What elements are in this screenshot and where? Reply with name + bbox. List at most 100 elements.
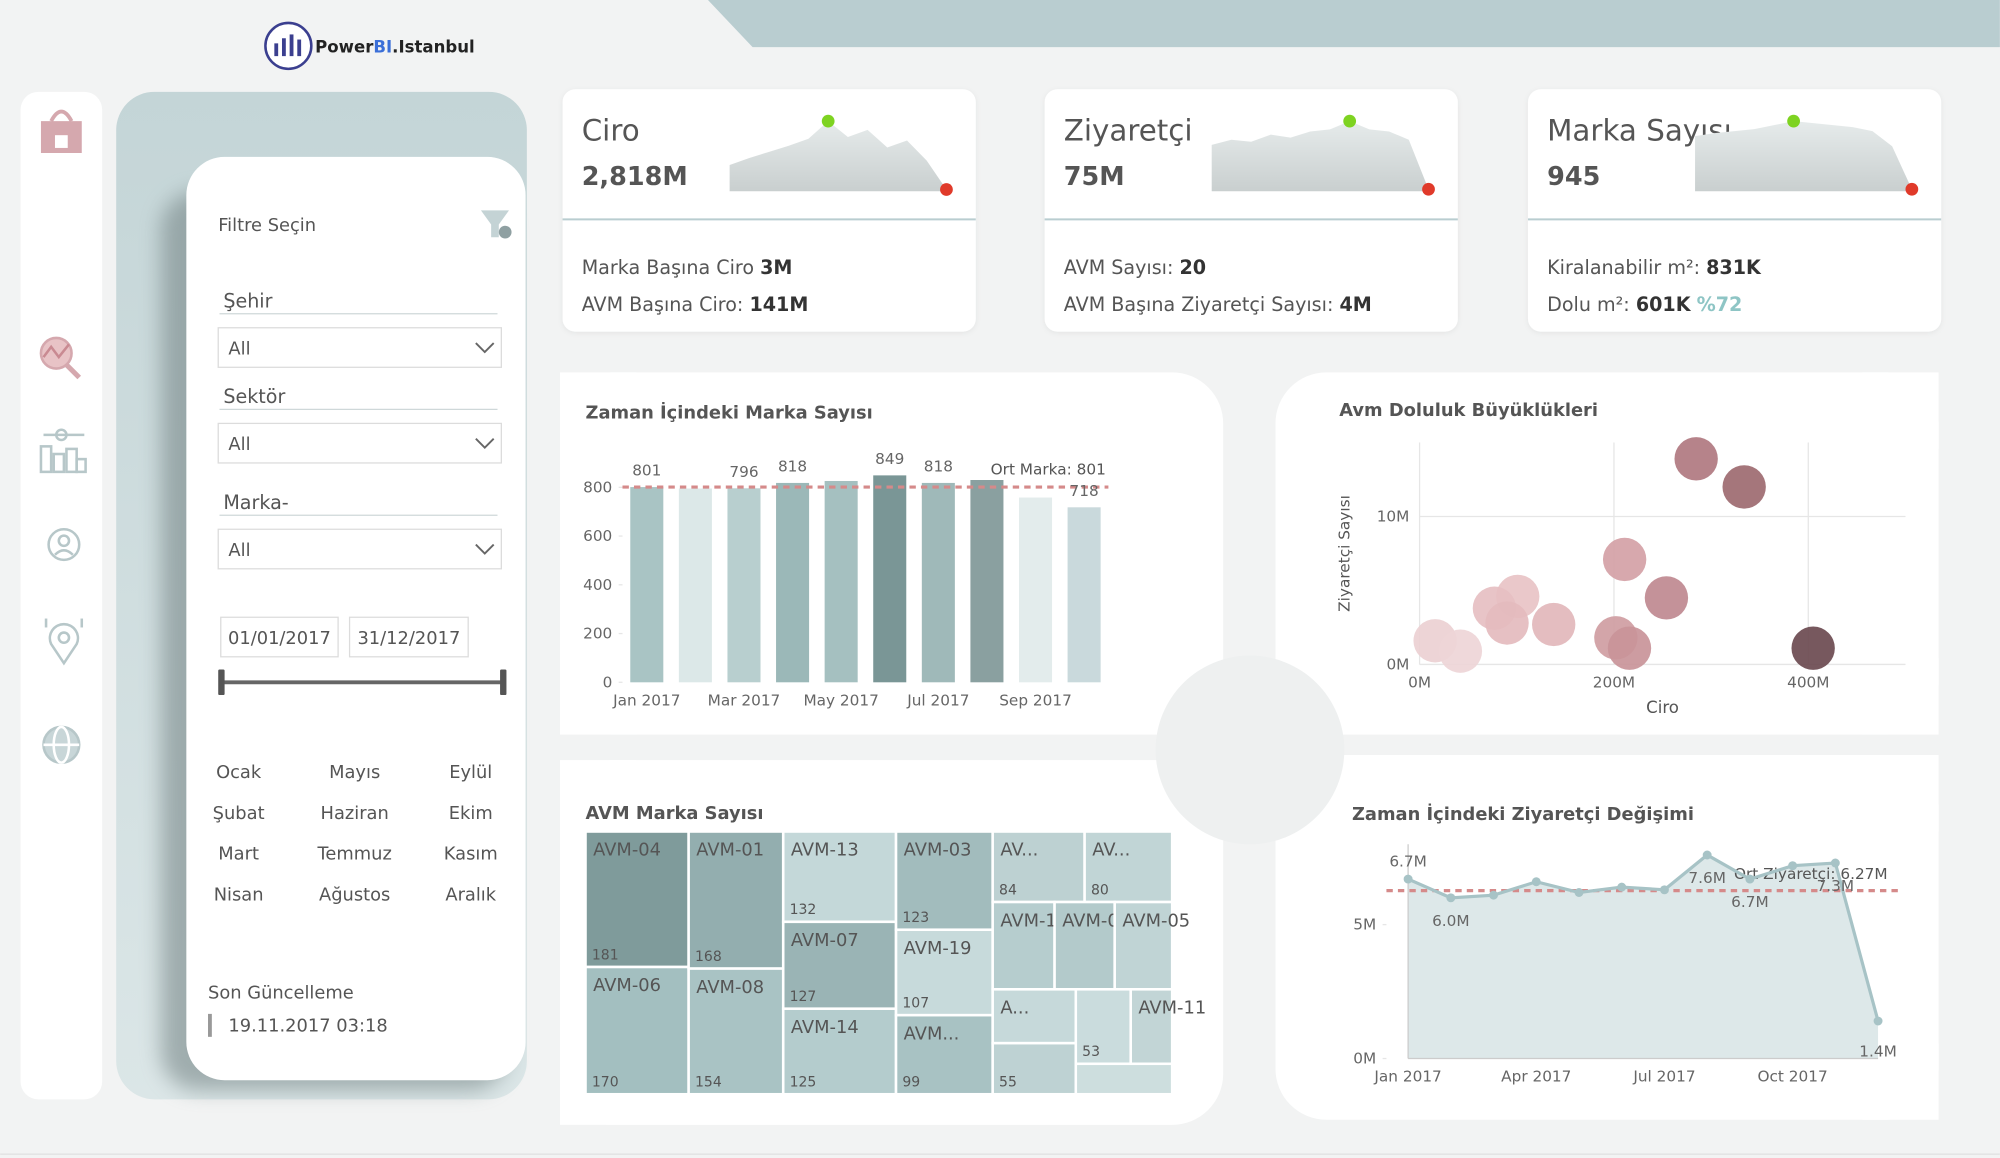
treemap-value: 132 (790, 902, 817, 918)
date-input[interactable]: 31/12/2017 (348, 616, 469, 658)
bar (1067, 507, 1101, 683)
panel-corner (1862, 658, 1939, 735)
y-tick-label: 600 (583, 527, 612, 545)
treemap-label: AVM-19 (904, 938, 972, 959)
y-tick-label: 0M (1353, 1050, 1376, 1068)
logo-bar (297, 39, 302, 57)
x-axis-title: Ciro (1646, 698, 1679, 717)
month-option[interactable]: Mayıs (329, 762, 380, 783)
treemap-tile (584, 830, 690, 969)
data-label: 7.3M (1817, 877, 1855, 895)
kpi-detail-label: Dolu m²: (1547, 293, 1630, 316)
nav-icon-people[interactable] (47, 527, 81, 562)
scatter-point (1674, 437, 1718, 481)
month-option[interactable]: Şubat (213, 803, 265, 824)
month-option[interactable]: Temmuz (317, 844, 392, 865)
filter-panel: Filtre Seçin Son Güncelleme 19.11.2017 0… (116, 91, 527, 1100)
month-option[interactable]: Aralık (445, 884, 496, 905)
y-tick-label: 200 (583, 625, 612, 643)
sparkline-last (1905, 182, 1919, 196)
chart-title: Zaman İçindeki Marka Sayısı (586, 401, 873, 423)
month-option[interactable]: Kasım (444, 844, 498, 865)
treemap-label: AVM-11 (1138, 998, 1206, 1019)
clear-filter-icon[interactable] (480, 210, 512, 239)
sparkline-high (821, 114, 835, 128)
date-input[interactable]: 01/01/2017 (220, 616, 339, 658)
dropdown[interactable]: All (217, 327, 502, 368)
scatter-point (1722, 465, 1766, 509)
dropdown-chevron (475, 543, 495, 555)
treemap-label: AVM-04 (593, 840, 661, 861)
nav-icon-globe[interactable] (42, 725, 81, 764)
panel-corner (1862, 754, 1939, 832)
nav-icon-buildings[interactable] (39, 428, 87, 474)
icon-shape (480, 210, 509, 238)
x-tick-label: Sep 2017 (999, 691, 1072, 709)
panel-corner (560, 760, 637, 837)
filter-title: Filtre Seçin (218, 215, 316, 236)
dropdown[interactable]: All (217, 528, 502, 570)
x-tick-label: Oct 2017 (1757, 1067, 1827, 1085)
kpi-detail: Dolu m²: 601K %72 (1547, 293, 1742, 316)
treemap-value: 53 (1082, 1044, 1100, 1060)
kpi-detail-extra: %72 (1697, 293, 1743, 316)
month-option[interactable]: Mart (218, 844, 259, 865)
nav-icon-location[interactable] (44, 618, 84, 666)
x-tick-label: 200M (1593, 673, 1635, 691)
dropdown-value: All (228, 434, 250, 455)
nav-icon-analysis[interactable] (39, 336, 82, 380)
y-axis-title: Ziyaretçi Sayısı (1335, 495, 1353, 612)
x-tick-label: Jul 2017 (1632, 1067, 1695, 1085)
icon-shape (52, 452, 66, 474)
nav-icon-store[interactable] (40, 109, 82, 154)
treemap-value: 168 (695, 949, 722, 965)
month-option[interactable]: Haziran (321, 803, 389, 824)
data-label: 7.6M (1688, 869, 1726, 887)
x-tick-label: May 2017 (803, 691, 878, 709)
treemap-tile (894, 928, 994, 1017)
treemap-label: AV... (1092, 840, 1130, 861)
treemap-value: 107 (902, 996, 929, 1012)
dropdown[interactable]: All (217, 422, 502, 464)
bar (727, 488, 761, 683)
kpi-detail: Marka Başına Ciro 3M (582, 256, 793, 279)
month-option[interactable]: Eylül (449, 762, 492, 783)
data-label: 6.7M (1389, 852, 1427, 870)
month-option[interactable]: Ocak (216, 762, 262, 783)
slider-handle[interactable] (500, 669, 507, 696)
icon-shape (47, 527, 81, 562)
logo-part: BI (373, 37, 392, 56)
kpi-detail: AVM Başına Ciro: 141M (582, 293, 809, 316)
line-marker (1745, 874, 1755, 884)
logo-bar (289, 34, 294, 57)
dropdown-box (217, 528, 502, 570)
line-marker (1489, 890, 1499, 900)
kpi-detail-label: Kiralanabilir m²: (1547, 256, 1700, 279)
month-option[interactable]: Ağustos (319, 884, 390, 905)
line-area (1408, 854, 1879, 1059)
line-marker (1830, 858, 1840, 868)
icon-shape (48, 622, 80, 666)
icon-shape (39, 445, 53, 474)
month-option[interactable]: Ekim (449, 803, 493, 824)
kpi-detail: AVM Sayısı: 20 (1064, 256, 1206, 279)
sparkline-high (1343, 114, 1357, 128)
icon-shape (57, 534, 71, 548)
treemap-tile (781, 1007, 898, 1096)
logo: PowerBI.Istanbul (264, 21, 475, 71)
treemap-value: 127 (790, 989, 817, 1005)
line-marker (1446, 893, 1456, 903)
slider-handle[interactable] (218, 669, 225, 696)
scatter-point (1791, 626, 1835, 670)
treemap-label: AVM-07 (791, 930, 859, 951)
x-tick-label: Jan 2017 (1373, 1067, 1441, 1085)
filter-label: Marka- (223, 491, 288, 514)
scatter-point (1438, 629, 1483, 673)
bar (873, 475, 907, 683)
kpi-detail-label: AVM Başına Ziyaretçi Sayısı: (1064, 293, 1334, 316)
treemap-tile (1074, 1062, 1174, 1096)
sparkline-high (1787, 114, 1800, 128)
kpi-detail-value: 141M (749, 293, 808, 316)
last-update-bar (208, 1013, 212, 1037)
month-option[interactable]: Nisan (214, 884, 264, 905)
